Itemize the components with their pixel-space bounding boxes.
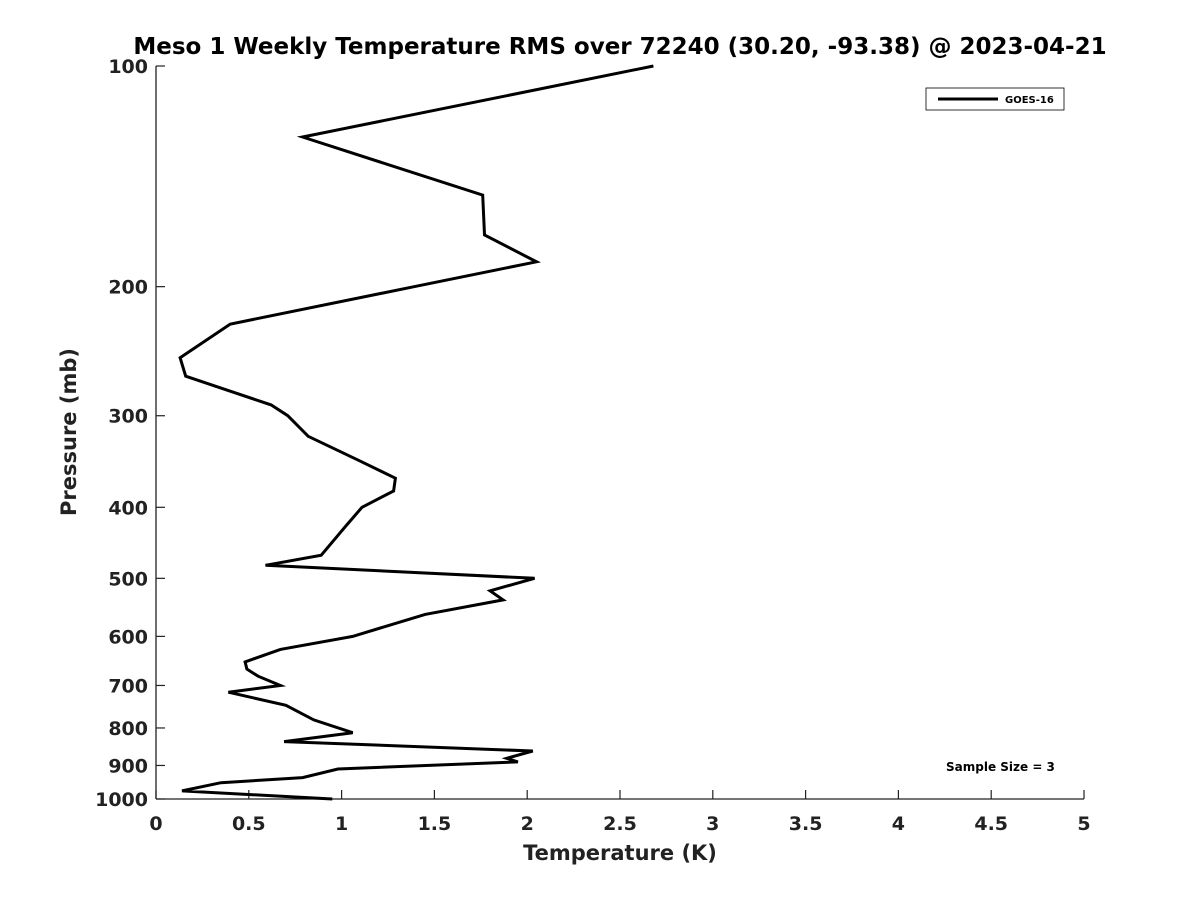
plot-area: [155, 66, 1084, 800]
x-tick-label: 0.5: [232, 813, 266, 835]
x-ticks: 0 0.5 1 1.5 2 2.5 3 3.5 4 4.5 5: [149, 790, 1091, 835]
y-tick-label: 800: [108, 718, 148, 740]
y-tick-label: 200: [108, 277, 148, 299]
y-axis-label: Pressure (mb): [57, 348, 81, 516]
y-tick-label: 600: [108, 626, 148, 648]
y-tick-label: 1000: [95, 789, 148, 811]
x-tick-label: 3: [706, 813, 719, 835]
y-tick-label: 400: [108, 497, 148, 519]
x-tick-label: 1: [335, 813, 348, 835]
series-line-goes-16: [178, 64, 654, 801]
y-tick-label: 900: [108, 755, 148, 777]
series-layer: [178, 64, 654, 801]
y-tick-label: 500: [108, 568, 148, 590]
sample-size-annotation: Sample Size = 3: [946, 760, 1055, 774]
y-ticks: 100 200 300 400 500 600 700 800 900 1000: [95, 56, 165, 811]
x-axis-label: Temperature (K): [523, 841, 717, 865]
legend-label-goes16: GOES-16: [1005, 95, 1054, 106]
x-tick-label: 5: [1077, 813, 1090, 835]
legend: GOES-16: [925, 87, 1065, 111]
x-tick-label: 1.5: [418, 813, 452, 835]
x-tick-label: 2.5: [603, 813, 637, 835]
x-tick-label: 2: [521, 813, 534, 835]
chart-title: Meso 1 Weekly Temperature RMS over 72240…: [133, 34, 1106, 60]
y-tick-label: 300: [108, 406, 148, 428]
x-tick-label: 0: [149, 813, 162, 835]
y-tick-label: 700: [108, 675, 148, 697]
x-tick-label: 4: [892, 813, 905, 835]
x-tick-label: 3.5: [789, 813, 823, 835]
x-tick-label: 4.5: [974, 813, 1008, 835]
y-tick-label: 100: [108, 56, 148, 78]
